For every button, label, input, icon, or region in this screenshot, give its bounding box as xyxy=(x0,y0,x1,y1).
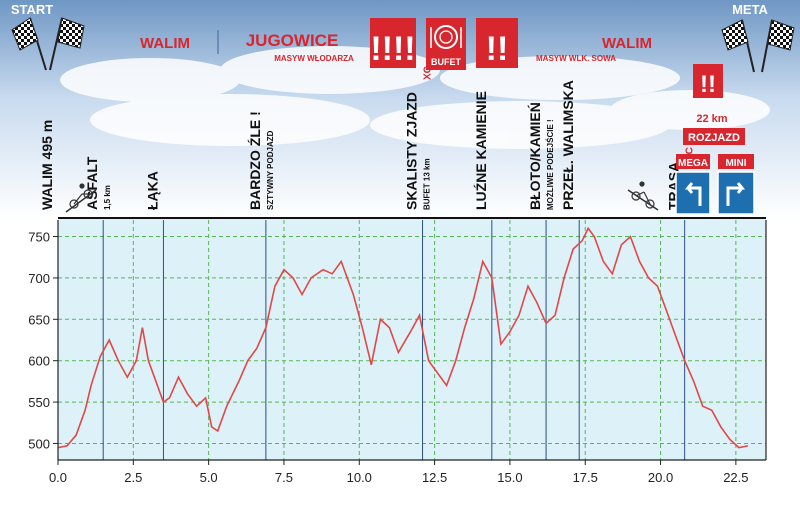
cyclist-uphill-icon xyxy=(65,183,97,213)
meta-label: META xyxy=(732,2,768,17)
annotation-sublabel: SZTYWNY PODJAZD xyxy=(266,130,275,210)
warning-4-text: !!!! xyxy=(370,30,415,68)
x-tick-label: 15.0 xyxy=(497,470,522,485)
axes xyxy=(57,220,767,461)
annotation-label: LUŹNE KAMIENIE xyxy=(473,91,489,210)
warning-2-text: !! xyxy=(486,30,509,68)
mini-label: MINI xyxy=(725,158,746,169)
x-tick-label: 5.0 xyxy=(200,470,218,485)
y-tick-label: 750 xyxy=(28,230,50,245)
rozjazd-km-label: 22 km xyxy=(696,113,727,125)
annotation-sublabel: BUFET 13 km xyxy=(423,158,432,210)
mega-label: MEGA xyxy=(678,158,708,169)
annotation-xc-label: XC xyxy=(423,66,434,80)
turn-right-arrow-icon xyxy=(726,182,746,206)
start-label: START xyxy=(11,2,53,17)
x-axis-ticks: 0.0 2.5 5.0 7.5 10.0 12.5 15.0 17.5 20.0 22.5 xyxy=(49,460,749,485)
x-tick-label: 17.5 xyxy=(573,470,598,485)
y-tick-label: 600 xyxy=(28,354,50,369)
mega-banner xyxy=(676,154,710,169)
annotation-marker-lines xyxy=(102,220,686,460)
warning-2b-text: !! xyxy=(700,71,716,98)
plot-area xyxy=(58,218,766,460)
plate-cutlery-icon xyxy=(430,25,462,49)
warning-sign-2 xyxy=(476,18,518,68)
x-tick-label: 10.0 xyxy=(347,470,372,485)
warning-sign-2b xyxy=(693,64,723,98)
y-axis-ticks: 500 550 600 650 700 750 xyxy=(28,230,58,451)
rozjazd-banner xyxy=(683,128,745,145)
annotation-label: WALIM 495 m xyxy=(39,120,55,210)
masyw-sowa-label: MASYW WLK. SOWA xyxy=(536,54,616,63)
annotation-sublabel: MOŻLIWE PODEJŚCIE ! xyxy=(546,119,555,210)
x-tick-label: 2.5 xyxy=(124,470,142,485)
y-tick-label: 650 xyxy=(28,312,50,327)
y-tick-label: 500 xyxy=(28,436,50,451)
annotation-label: BŁOTO/KAMIEŃ xyxy=(527,102,543,210)
x-tick-label: 7.5 xyxy=(275,470,293,485)
walim-right-label: WALIM xyxy=(602,35,652,52)
turn-left-arrow-icon xyxy=(684,182,702,206)
annotation-label: SKALISTY ZJAZD xyxy=(404,92,420,210)
turn-left-sign xyxy=(675,171,711,215)
annotation-label: ASFALT xyxy=(84,156,100,210)
elevation-profile-line xyxy=(57,226,749,449)
annotation-sublabel: 1,5 km xyxy=(103,185,112,210)
x-tick-label: 20.0 xyxy=(648,470,673,485)
walim-left-label: WALIM xyxy=(140,35,190,52)
cyclist-downhill-icon xyxy=(627,181,659,211)
mini-banner xyxy=(718,154,754,169)
annotation-label: PRZEŁ. WALIMSKA xyxy=(560,80,576,210)
annotations: WALIM 495 m ASFALT 1,5 km ŁĄKA BARDZO ŹLE ! S… xyxy=(39,66,696,210)
warning-sign-4 xyxy=(370,18,416,68)
turn-right-sign xyxy=(717,171,755,215)
rozjazd-label: ROZJAZD xyxy=(688,132,740,144)
x-tick-label: 0.0 xyxy=(49,470,67,485)
y-tick-label: 700 xyxy=(28,271,50,286)
x-tick-label: 12.5 xyxy=(422,470,447,485)
y-tick-label: 550 xyxy=(28,395,50,410)
jugowice-label: JUGOWICE xyxy=(246,31,339,50)
annotation-label: ŁĄKA xyxy=(144,171,160,210)
finish-flags-icon xyxy=(721,19,795,73)
masyw-wlodarza-label: MASYW WŁODARZA xyxy=(274,54,354,63)
bufet-label: BUFET xyxy=(431,57,461,67)
annotation-label: BARDZO ŹLE ! xyxy=(247,111,263,210)
grid-lines xyxy=(57,220,766,460)
start-flags-icon xyxy=(11,17,85,71)
x-tick-label: 22.5 xyxy=(723,470,748,485)
